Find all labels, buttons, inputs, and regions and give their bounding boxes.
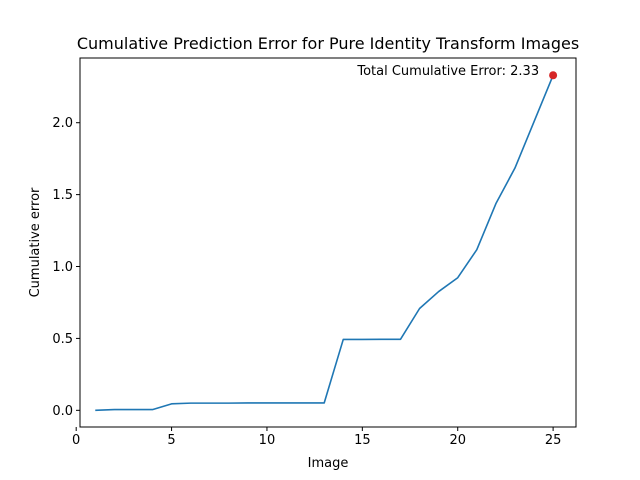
y-axis-label: Cumulative error xyxy=(28,187,43,297)
plot-area xyxy=(95,71,558,412)
x-tick-label: 20 xyxy=(449,433,466,448)
x-tick-label: 15 xyxy=(354,433,371,448)
final-point-marker xyxy=(549,71,558,80)
chart-title: Cumulative Prediction Error for Pure Ide… xyxy=(77,34,579,53)
y-tick-label: 2.0 xyxy=(52,116,73,131)
x-tick-label: 0 xyxy=(72,433,80,448)
x-tick-label: 10 xyxy=(259,433,276,448)
y-tick-label: 1.0 xyxy=(52,260,73,275)
y-tick-label: 0.5 xyxy=(52,332,73,347)
axes-frame xyxy=(79,57,577,428)
series-line xyxy=(95,74,554,412)
y-tick-label: 0.0 xyxy=(52,404,73,419)
x-axis-label: Image xyxy=(308,456,349,471)
x-tick-label: 25 xyxy=(545,433,562,448)
y-tick-label: 1.5 xyxy=(52,188,73,203)
total-error-annotation: Total Cumulative Error: 2.33 xyxy=(356,64,539,79)
x-tick-label: 5 xyxy=(167,433,175,448)
tick-layer: 0 5 10 15 20 25 0.0 0.5 1.0 1.5 2.0 xyxy=(52,116,561,448)
